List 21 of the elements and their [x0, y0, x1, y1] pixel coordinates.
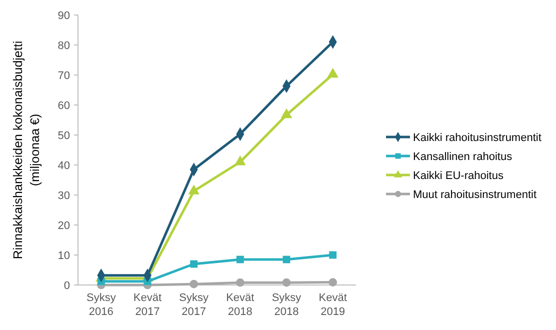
x-tick-label: Syksy 2018 — [272, 292, 302, 318]
legend-label: Kaikki EU-rahoitus — [413, 170, 504, 182]
y-tick-label: 80 — [58, 40, 70, 52]
legend-label: Muut rahoitusinstrumentit — [413, 188, 536, 201]
x-tick-label: Kevät 2018 — [226, 292, 254, 318]
x-tick-label: Kevät 2017 — [133, 292, 162, 318]
y-tick-label: 40 — [58, 160, 70, 172]
x-tick-label: Syksy 2017 — [179, 292, 209, 318]
legend-label: Kansallinen rahoitus — [413, 150, 513, 163]
y-tick-label: 10 — [58, 250, 70, 262]
y-tick-label: 20 — [58, 220, 70, 232]
y-tick-label: 50 — [58, 130, 70, 142]
x-tick-label: Kevät 2019 — [318, 292, 347, 318]
y-tick-label: 70 — [58, 70, 70, 82]
y-tick-label: 30 — [58, 190, 70, 202]
y-tick-label: 60 — [58, 100, 70, 112]
x-tick-label: Syksy 2016 — [86, 292, 116, 318]
y-axis-title: Rinnakkaishankkeiden kokonaisbudjetti (miljoonaa €) — [11, 40, 42, 260]
y-tick-label: 0 — [64, 280, 70, 292]
legend-label: Kaikki rahoitusinstrumentit — [413, 132, 542, 144]
y-tick-label: 90 — [58, 10, 70, 22]
